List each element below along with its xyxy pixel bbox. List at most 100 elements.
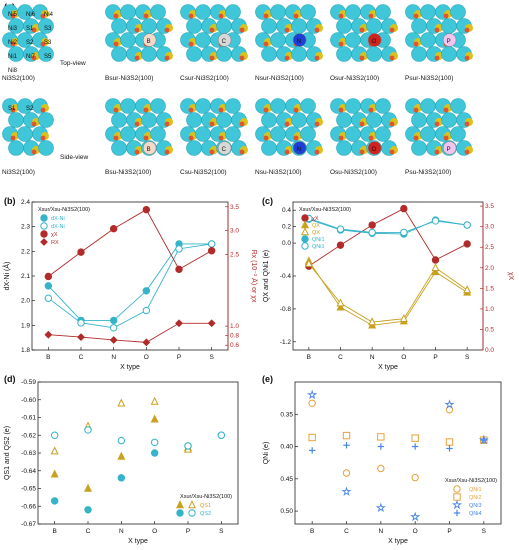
ni-atom	[195, 4, 211, 20]
chart-e: 0.35 0.40 0.45 0.50 B C N O P S X type QNi (e) Xsur/…	[263, 381, 502, 545]
ni-atom	[375, 98, 391, 114]
x-axis-label: X type	[378, 364, 398, 371]
site-label: S3	[44, 40, 52, 46]
series-line	[48, 243, 212, 321]
s-atom-shade	[359, 27, 365, 33]
s-atom-shade	[284, 55, 290, 61]
s-atom-shade	[359, 149, 365, 155]
x-tick-label: C	[86, 528, 91, 535]
data-point	[44, 294, 53, 302]
s-atom-shade	[113, 135, 119, 141]
s-atom-shade	[389, 27, 395, 33]
data-point	[84, 506, 92, 514]
structure-caption: Osu-Ni3S2(100)	[330, 169, 377, 176]
s-atom-shade	[413, 135, 419, 141]
structure-caption: Bsur-Ni3S2(100)	[105, 75, 154, 82]
s-atom-shade	[239, 121, 245, 127]
ni-atom	[111, 112, 127, 128]
ni-atom	[375, 126, 391, 142]
ni-atom	[420, 98, 436, 114]
legend-title: Xsur/Xsu-Ni3S2(100)	[299, 207, 351, 213]
data-point	[480, 436, 488, 444]
y-tick-label: 0.2	[282, 224, 291, 231]
s-atom-shade	[389, 149, 395, 155]
data-point	[336, 241, 345, 249]
legend-label: dX-Ni	[51, 224, 65, 230]
legend-marker	[187, 500, 197, 509]
y-tick-label: -0.61	[21, 415, 36, 422]
data-point	[142, 338, 151, 347]
s-atom-shade	[40, 107, 46, 113]
data-point	[377, 464, 385, 473]
y-tick-label: 0.8	[230, 333, 239, 340]
data-point	[207, 240, 216, 248]
chart-d: -0.67 -0.66 -0.65 -0.64 -0.63 -0.62 -0.61 -0.60…	[4, 379, 239, 545]
ni-atom	[216, 18, 232, 34]
data-point	[308, 433, 316, 442]
y-tick-label: 0.40	[280, 444, 293, 451]
x-tick-label: N	[119, 528, 124, 535]
s-atom-shade	[164, 121, 170, 127]
data-point	[463, 285, 472, 294]
legend-title: Xsur/Xsu-Ni3S2(100)	[180, 494, 232, 500]
series-line	[308, 218, 468, 235]
site-label: Ni1	[8, 54, 18, 60]
data-point	[117, 436, 126, 445]
y-tick-label: -1.2	[280, 339, 292, 346]
data-point	[400, 204, 408, 213]
data-point	[343, 442, 350, 449]
x-tick-label: P	[433, 354, 437, 361]
legend-label: dX-Ni	[51, 216, 65, 222]
site-label: Ni4	[44, 12, 54, 18]
data-point	[368, 228, 376, 237]
series-RX	[44, 319, 216, 347]
dopant-atom	[142, 141, 157, 155]
s-atom-shade	[314, 121, 320, 127]
legend-label: QNi4	[469, 511, 482, 517]
data-point	[445, 438, 454, 446]
data-point	[142, 205, 151, 214]
data-point	[50, 446, 59, 455]
ni-atom	[120, 4, 136, 20]
ni-atom	[38, 140, 54, 156]
ni-atom	[225, 98, 241, 114]
y-tick-label: 2.4	[21, 199, 30, 206]
x-tick-label: P	[447, 528, 451, 535]
data-point	[175, 245, 183, 253]
s-atom-shade	[263, 107, 269, 113]
ni-atom	[300, 98, 316, 114]
legend-marker	[40, 214, 48, 222]
s-atom-shade	[209, 55, 215, 61]
x-tick-label: N	[111, 354, 116, 361]
dopant-atom	[442, 141, 457, 155]
data-point	[399, 313, 408, 322]
ni-atom	[120, 98, 136, 114]
series-χX	[305, 204, 471, 270]
series-QNi4	[308, 436, 488, 454]
x-tick-label: B	[52, 528, 56, 535]
legend-marker	[451, 499, 463, 510]
s-atom-shade	[359, 121, 365, 127]
y-tick-label: -0.4	[280, 273, 292, 280]
data-point	[411, 443, 419, 450]
ni-atom	[420, 4, 436, 20]
structure-cell: N	[255, 98, 323, 156]
dopant-atom	[142, 33, 157, 47]
ni-atom	[411, 46, 427, 62]
legend-marker	[176, 509, 184, 517]
s-atom-shade	[443, 107, 449, 113]
structure-cell: B	[105, 4, 173, 62]
s-atom-shade	[134, 149, 140, 155]
structure-cell: O	[330, 98, 398, 156]
s-atom-shade	[443, 13, 449, 19]
s-atom-shade	[284, 121, 290, 127]
series-line	[308, 260, 468, 326]
plot-frame	[294, 381, 502, 525]
ni-atom	[450, 4, 466, 20]
series-line	[308, 263, 468, 323]
ni-atom	[366, 46, 382, 62]
y-tick-label: 3.5	[485, 203, 494, 210]
data-point	[377, 433, 385, 441]
structure-caption: Csur-Ni3S2(100)	[180, 75, 229, 82]
